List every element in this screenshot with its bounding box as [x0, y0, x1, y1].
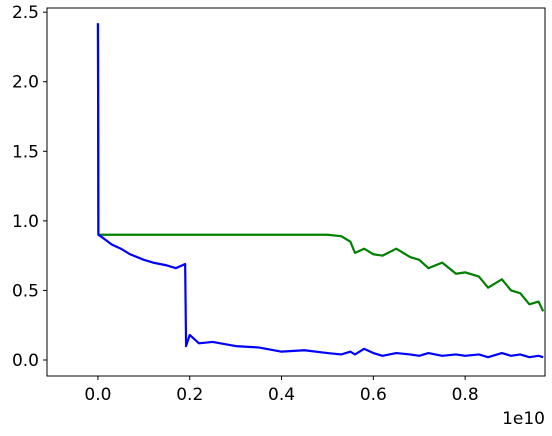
x-tick-label: 0.4	[268, 385, 295, 405]
y-tick-label: 1.0	[12, 212, 39, 232]
series-line	[96, 23, 544, 359]
y-tick-label: 1.5	[12, 142, 39, 162]
x-tick-label: 0.8	[452, 385, 479, 405]
axes-frame	[46, 7, 546, 377]
x-tick-label: 0.0	[84, 385, 111, 405]
y-tick-label: 0.0	[12, 351, 39, 371]
y-tick-label: 0.5	[12, 281, 39, 301]
y-tick-label: 2.5	[12, 3, 39, 23]
x-offset-label: 1e10	[502, 409, 545, 429]
plot-lines	[96, 23, 545, 359]
x-tick-label: 0.6	[360, 385, 387, 405]
y-tick-label: 2.0	[12, 73, 39, 93]
series-line	[96, 23, 545, 312]
x-tick-label: 0.2	[176, 385, 203, 405]
